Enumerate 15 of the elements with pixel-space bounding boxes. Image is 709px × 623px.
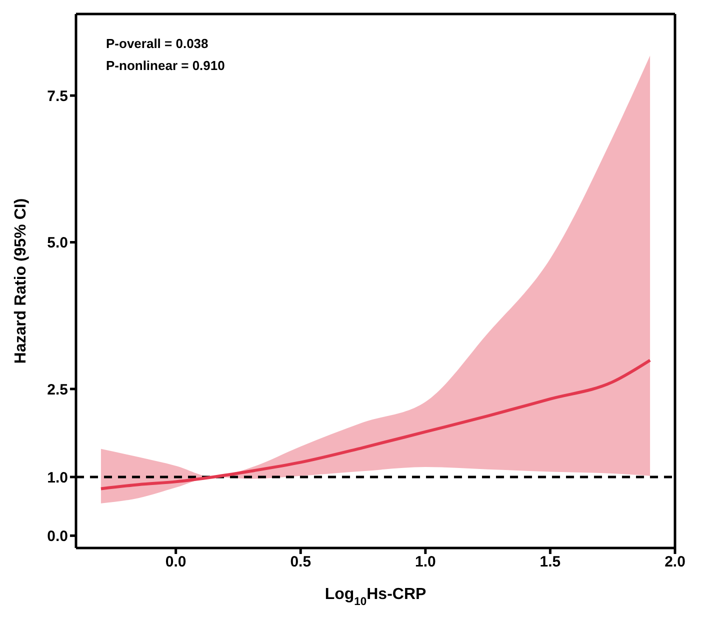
x-tick-label: 1.5 <box>540 554 561 571</box>
x-tick-label: 1.0 <box>414 554 436 571</box>
y-tick-label: 2.5 <box>47 381 68 398</box>
x-tick-label: 0.0 <box>165 554 186 571</box>
x-tick-label: 0.5 <box>290 554 312 571</box>
x-tick-label: 2.0 <box>664 554 686 571</box>
y-tick-label: 5.0 <box>47 234 68 252</box>
y-tick-label: 1.0 <box>47 469 68 486</box>
y-tick-label: 0.0 <box>47 528 68 545</box>
annotation: P-nonlinear = 0.910 <box>106 58 225 73</box>
y-tick-label: 7.5 <box>47 88 68 105</box>
y-axis-title: Hazard Ratio (95% CI) <box>12 198 30 364</box>
x-axis-title: Log$_{10}$Hs-CRP <box>324 586 426 608</box>
annotation: P-overall = 0.038 <box>106 36 208 51</box>
line-series <box>99 358 652 490</box>
